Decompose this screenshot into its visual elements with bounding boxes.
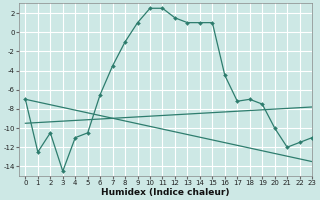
X-axis label: Humidex (Indice chaleur): Humidex (Indice chaleur) (101, 188, 230, 197)
